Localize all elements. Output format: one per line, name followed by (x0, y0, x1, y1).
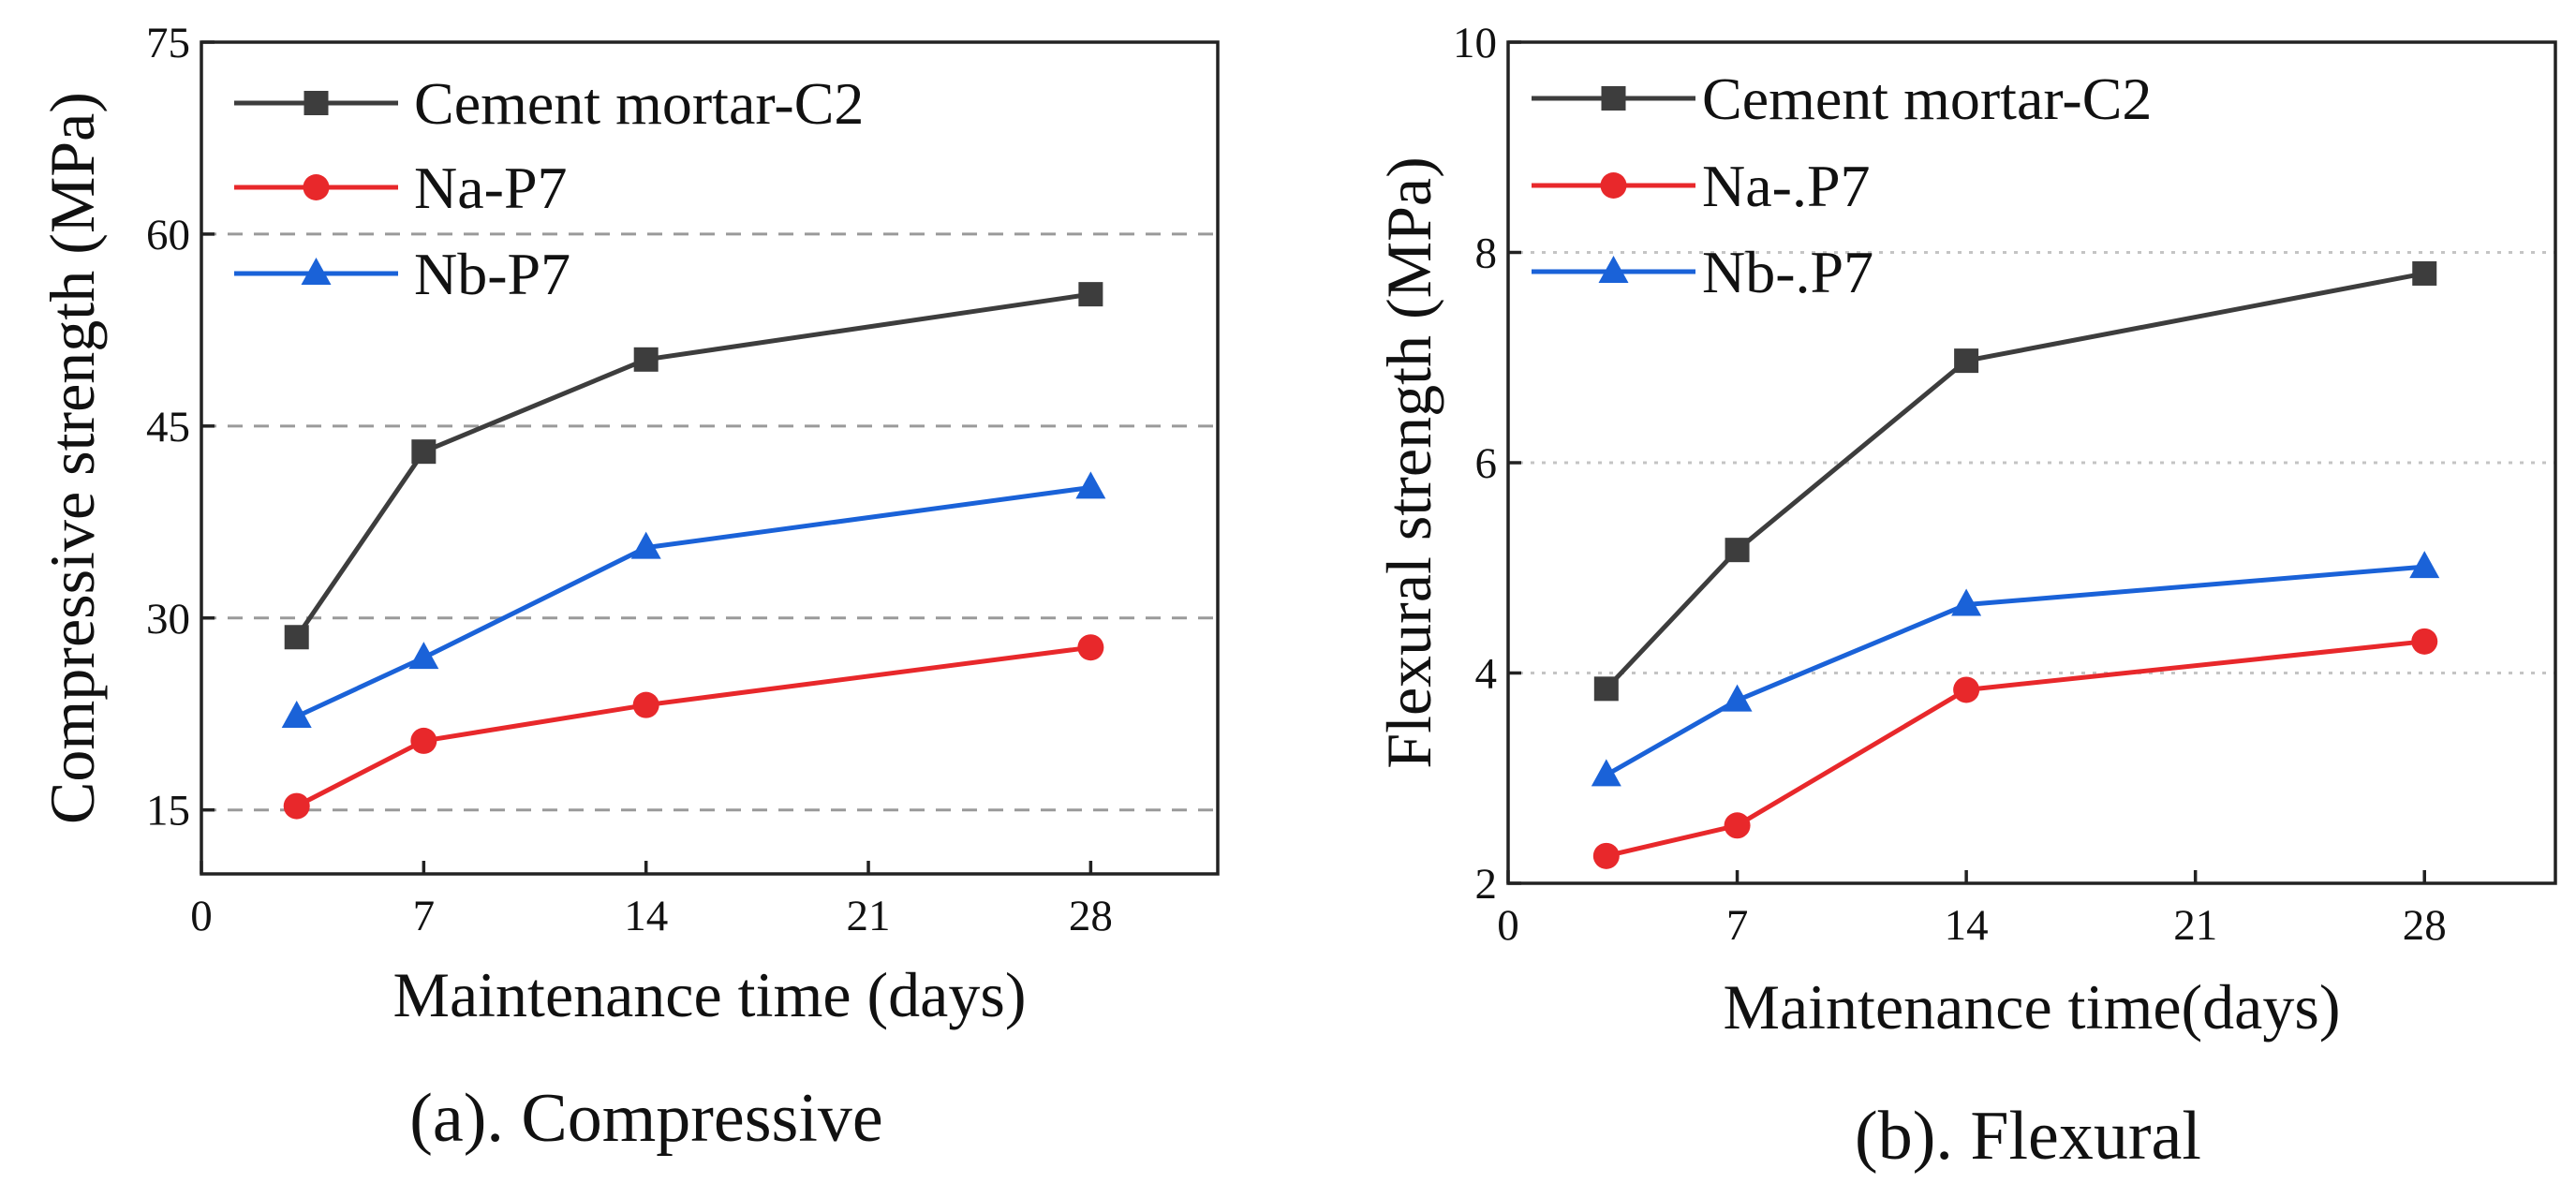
legend: Cement mortar-C2 Na-P7 Nb-P7 (234, 70, 864, 307)
series-nb-p7 (1591, 551, 2440, 787)
x-tick-label: 21 (2173, 901, 2217, 950)
legend: Cement mortar-C2 Na-.P7 Nb-.P7 (1532, 66, 2152, 305)
data-point-nb-p7[interactable] (1591, 759, 1621, 787)
x-tick-label: 0 (190, 892, 213, 940)
y-tick-label: 15 (146, 787, 190, 836)
series-line-cement-mortar-c2 (1604, 271, 2425, 691)
data-point-na-p7[interactable] (283, 792, 310, 820)
data-point-na-p7[interactable] (1953, 676, 1980, 703)
data-point-na-p7[interactable] (1077, 634, 1104, 661)
legend-marker[interactable] (303, 91, 329, 115)
figure-caption: (a). Compressive (409, 1080, 883, 1157)
legend-label[interactable]: Nb-.P7 (1702, 239, 1873, 305)
legend-marker[interactable] (1601, 86, 1626, 111)
data-point-na-p7[interactable] (1592, 842, 1620, 869)
data-point-cement-mortar-c2[interactable] (284, 625, 309, 650)
data-point-na-p7[interactable] (2411, 628, 2438, 655)
data-point-cement-mortar-c2[interactable] (1725, 538, 1750, 563)
legend-label[interactable]: Na-P7 (414, 155, 568, 221)
series-na-p7 (1592, 628, 2438, 869)
panel-flexural: 0 7 14 21 28 2 4 6 8 10 Maintenance time(days) Flex… (1373, 19, 2557, 1175)
x-tick-label: 14 (624, 892, 668, 940)
x-tick-label: 7 (413, 892, 436, 940)
data-point-nb-p7[interactable] (408, 642, 439, 670)
data-point-na-p7[interactable] (410, 727, 437, 754)
legend-marker[interactable] (1600, 172, 1627, 199)
y-axis-title: Flexural strength (MPa) (1373, 156, 1444, 768)
data-point-cement-mortar-c2[interactable] (1078, 282, 1103, 307)
figure-caption: (b). Flexural (1855, 1098, 2201, 1175)
data-point-cement-mortar-c2[interactable] (633, 347, 659, 372)
y-tick-label: 6 (1475, 439, 1498, 488)
x-tick-label: 28 (2403, 901, 2447, 950)
y-tick-label: 75 (146, 19, 190, 67)
data-point-na-p7[interactable] (632, 691, 659, 718)
y-tick-label: 10 (1453, 19, 1497, 67)
legend-label[interactable]: Nb-P7 (414, 241, 570, 307)
data-point-cement-mortar-c2[interactable] (411, 439, 437, 465)
y-tick-label: 45 (146, 403, 190, 451)
x-tick-label: 21 (847, 892, 891, 940)
data-point-nb-p7[interactable] (1951, 588, 1982, 616)
y-tick-label: 2 (1475, 860, 1498, 909)
panel-compressive: 0 7 14 21 28 15 30 45 60 75 Maintenance time (days… (37, 19, 1220, 1157)
data-point-nb-p7[interactable] (1075, 471, 1106, 499)
series-line-nb-p7 (295, 484, 1091, 719)
data-point-na-p7[interactable] (1724, 812, 1751, 839)
series-nb-p7 (281, 471, 1106, 728)
x-axis-title: Maintenance time (days) (393, 959, 1027, 1030)
data-point-cement-mortar-c2[interactable] (1593, 676, 1619, 702)
data-point-nb-p7[interactable] (2409, 551, 2440, 579)
legend-label[interactable]: Na-.P7 (1702, 153, 1871, 219)
series-cement-mortar-c2 (1593, 260, 2437, 702)
x-tick-label: 14 (1945, 901, 1989, 950)
legend-label[interactable]: Cement mortar-C2 (414, 70, 864, 137)
x-tick-label: 7 (1726, 901, 1749, 950)
x-tick-label: 0 (1497, 901, 1519, 950)
x-tick-label: 28 (1069, 892, 1113, 940)
legend-marker[interactable] (301, 258, 332, 285)
plot-frame (200, 40, 1220, 876)
y-tick-label: 8 (1475, 229, 1498, 278)
y-axis-title: Compressive strength (MPa) (37, 92, 108, 824)
data-point-nb-p7[interactable] (630, 531, 661, 559)
data-point-nb-p7[interactable] (281, 700, 312, 728)
series-line-nb-p7 (1605, 564, 2425, 777)
series-line-na-p7 (295, 644, 1091, 808)
y-tick-label: 60 (146, 211, 190, 259)
data-point-cement-mortar-c2[interactable] (1954, 348, 1979, 374)
x-axis-title: Maintenance time(days) (1724, 971, 2341, 1043)
y-tick-label: 30 (146, 595, 190, 643)
series-cement-mortar-c2 (284, 282, 1103, 650)
data-point-cement-mortar-c2[interactable] (2412, 260, 2437, 286)
legend-label[interactable]: Cement mortar-C2 (1702, 66, 2152, 132)
series-na-p7 (283, 634, 1104, 820)
y-tick-label: 4 (1475, 650, 1498, 699)
series-line-na-p7 (1606, 639, 2425, 859)
legend-marker[interactable] (1598, 256, 1629, 283)
series-line-cement-mortar-c2 (294, 291, 1091, 639)
legend-marker[interactable] (303, 174, 330, 200)
data-point-nb-p7[interactable] (1722, 684, 1753, 712)
